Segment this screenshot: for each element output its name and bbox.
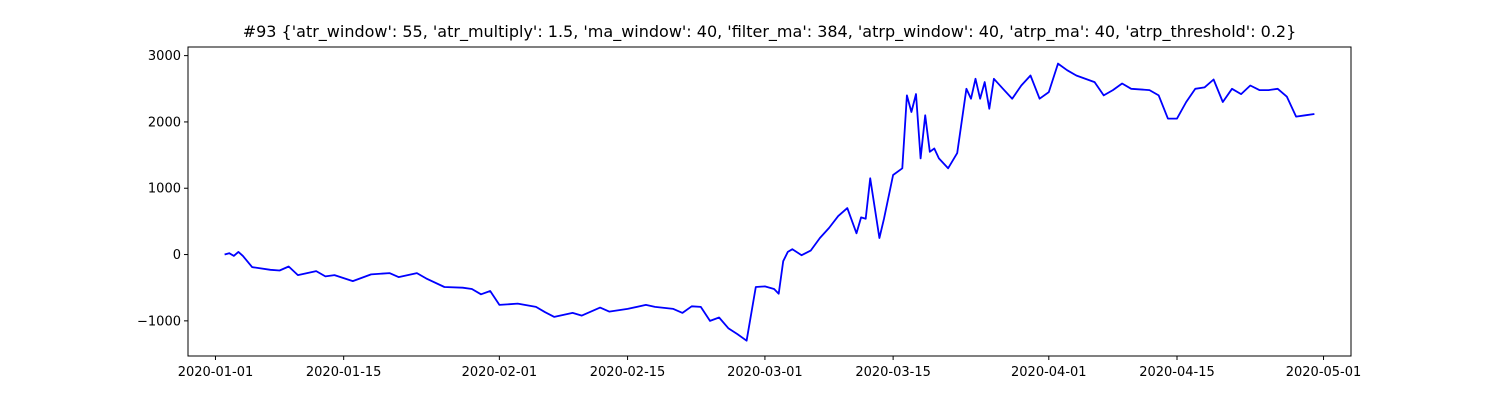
y-tick-label: 3000	[148, 49, 181, 64]
x-tick-label: 2020-03-01	[727, 365, 803, 380]
x-tick-label: 2020-04-01	[1011, 365, 1087, 380]
series-layer	[224, 62, 1315, 342]
x-tick-label: 2020-03-15	[855, 365, 931, 380]
x-tick-label: 2020-01-15	[306, 365, 382, 380]
y-tick-label: −1000	[137, 314, 181, 329]
y-tick-label: 0	[173, 248, 181, 263]
y-tick-label: 1000	[148, 182, 181, 197]
series-line-0	[224, 62, 1315, 342]
x-tick-label: 2020-01-01	[178, 365, 254, 380]
x-tick-label: 2020-04-15	[1139, 365, 1215, 380]
x-tick-label: 2020-02-15	[590, 365, 666, 380]
x-tick-label: 2020-05-01	[1286, 365, 1362, 380]
y-axis: −1000 0 1000 2000 3000	[137, 49, 188, 329]
chart-title: #93 {'atr_window': 55, 'atr_multiply': 1…	[242, 22, 1297, 41]
x-axis: 2020-01-01 2020-01-15 2020-02-01 2020-02-15…	[178, 356, 1362, 380]
x-tick-label: 2020-02-01	[462, 365, 538, 380]
plot-area-frame	[187, 46, 1352, 357]
y-tick-label: 2000	[148, 115, 181, 130]
